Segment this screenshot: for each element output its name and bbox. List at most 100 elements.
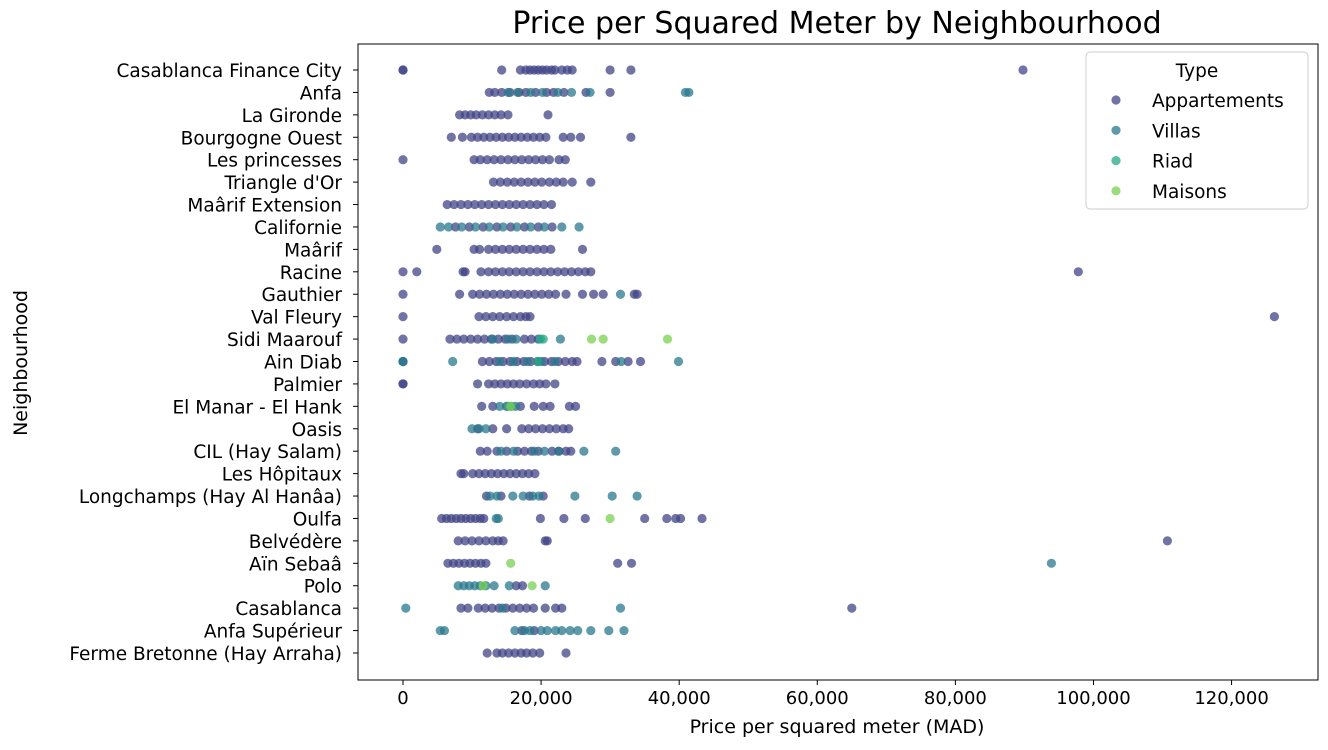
y-tick-label: Triangle d'Or — [223, 173, 342, 194]
data-point — [503, 334, 513, 344]
data-point — [557, 222, 567, 232]
data-point — [555, 334, 566, 344]
data-point — [542, 536, 552, 546]
data-point — [459, 334, 469, 344]
data-point — [490, 199, 501, 210]
data-point — [537, 289, 547, 299]
data-point — [504, 132, 514, 142]
data-point — [1073, 267, 1083, 277]
data-point — [573, 267, 584, 277]
data-point — [476, 267, 486, 277]
data-point — [605, 513, 615, 524]
data-point — [495, 312, 505, 322]
data-point — [511, 244, 521, 254]
data-point — [466, 334, 476, 344]
data-point — [537, 87, 548, 98]
data-point — [481, 312, 491, 322]
data-point — [508, 312, 519, 322]
data-point — [573, 625, 583, 636]
data-point — [504, 648, 514, 658]
data-point — [508, 603, 518, 613]
data-point — [547, 446, 557, 456]
data-point — [504, 581, 514, 591]
data-point — [557, 603, 567, 613]
data-point — [484, 199, 494, 210]
data-point — [567, 177, 577, 187]
data-point — [489, 155, 499, 165]
data-point — [484, 267, 494, 277]
data-point — [497, 199, 507, 210]
y-tick-label: El Manar - El Hank — [172, 397, 342, 418]
data-point — [604, 625, 614, 636]
data-point — [607, 491, 617, 501]
data-point — [457, 222, 467, 232]
data-point — [398, 312, 408, 322]
data-point — [502, 424, 512, 434]
y-tick-label: CIL (Hay Salam) — [193, 442, 342, 463]
x-tick-label: 100,000 — [1056, 688, 1130, 709]
data-point — [489, 581, 499, 591]
data-point — [529, 401, 539, 411]
data-point — [532, 267, 542, 277]
data-point — [626, 132, 636, 142]
data-point — [538, 401, 548, 411]
data-point — [540, 603, 550, 613]
series-villas — [398, 87, 1056, 636]
data-point — [586, 334, 597, 344]
data-point — [557, 625, 567, 636]
data-point — [546, 267, 556, 277]
data-point — [586, 267, 596, 277]
data-point — [479, 513, 489, 524]
data-point — [488, 289, 499, 299]
data-point — [640, 513, 650, 524]
y-tick-label: Californie — [254, 218, 342, 239]
data-point — [546, 244, 556, 254]
y-tick-label: Anfa Supérieur — [204, 622, 343, 643]
data-point — [488, 312, 498, 322]
legend-marker — [1111, 186, 1121, 196]
data-point — [553, 267, 563, 277]
y-tick-label: Bourgogne Ouest — [181, 128, 342, 149]
data-point — [572, 356, 582, 367]
data-point — [485, 491, 495, 501]
data-point — [495, 356, 505, 367]
data-point — [474, 312, 484, 322]
data-point — [632, 491, 642, 501]
data-point — [490, 267, 501, 277]
data-point — [539, 199, 549, 210]
y-tick-label: Oulfa — [293, 509, 342, 530]
data-point — [452, 334, 462, 344]
data-point — [518, 244, 528, 254]
data-point — [449, 199, 459, 210]
data-point — [470, 222, 481, 232]
data-point — [518, 491, 528, 501]
y-tick-label: La Gironde — [242, 106, 342, 127]
data-point — [398, 334, 408, 344]
data-point — [522, 379, 532, 389]
data-point — [481, 289, 492, 299]
data-point — [470, 199, 480, 210]
data-point — [566, 132, 576, 142]
data-point — [526, 334, 537, 344]
legend: Type Appartements Villas Riad Maisons — [1085, 51, 1309, 210]
data-point — [511, 199, 521, 210]
data-point — [509, 177, 519, 187]
data-point — [482, 446, 492, 456]
data-point — [516, 177, 526, 187]
y-tick-label: Les Hôpitaux — [222, 465, 342, 486]
data-point — [550, 356, 560, 367]
data-point — [488, 424, 498, 434]
y-tick-label: Polo — [304, 577, 342, 598]
data-point — [511, 334, 521, 344]
data-point — [528, 648, 538, 658]
data-point — [553, 446, 564, 456]
data-point — [482, 155, 492, 165]
data-point — [551, 289, 561, 299]
data-point — [515, 603, 525, 613]
data-point — [626, 65, 636, 75]
data-point — [535, 648, 545, 658]
data-point — [597, 356, 607, 367]
data-point — [539, 222, 550, 232]
data-point — [488, 401, 498, 411]
